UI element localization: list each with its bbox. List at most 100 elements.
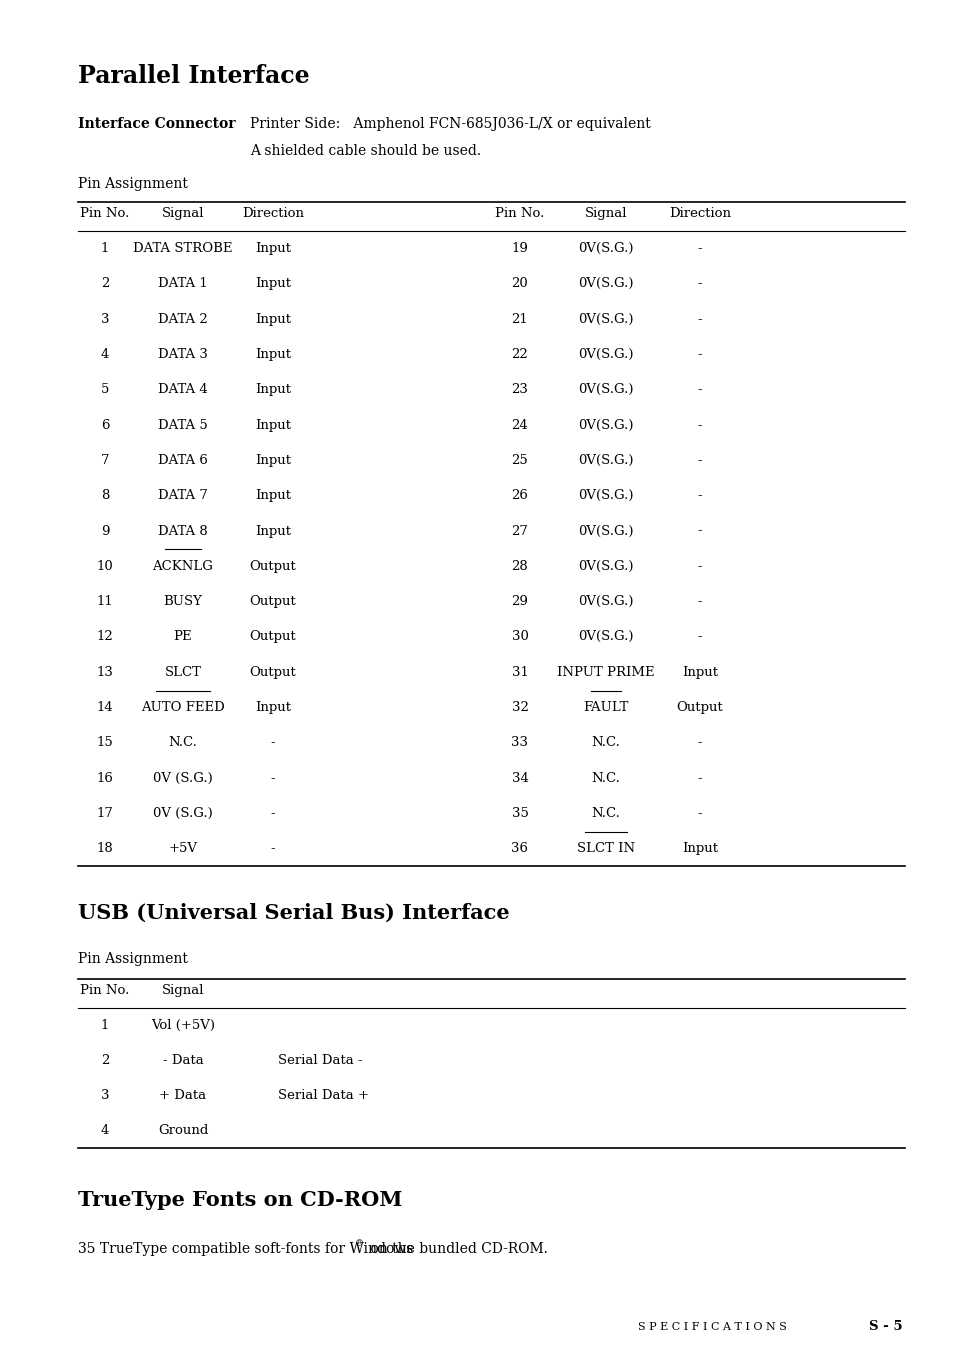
- Text: Pin No.: Pin No.: [80, 207, 130, 220]
- Text: 0V (S.G.): 0V (S.G.): [153, 772, 213, 784]
- Text: -: -: [697, 277, 701, 291]
- Text: Interface Connector: Interface Connector: [78, 118, 235, 131]
- Text: ®: ®: [355, 1240, 363, 1248]
- Text: 0V(S.G.): 0V(S.G.): [578, 312, 633, 326]
- Text: 0V(S.G.): 0V(S.G.): [578, 347, 633, 361]
- Text: 15: 15: [96, 737, 113, 749]
- Text: Input: Input: [254, 312, 291, 326]
- Text: -: -: [271, 842, 275, 856]
- Text: N.C.: N.C.: [591, 772, 619, 784]
- Text: -: -: [697, 384, 701, 396]
- Text: 24: 24: [511, 419, 528, 431]
- Text: Output: Output: [250, 665, 296, 679]
- Text: 0V(S.G.): 0V(S.G.): [578, 525, 633, 538]
- Text: PE: PE: [173, 630, 193, 644]
- Text: -: -: [697, 454, 701, 466]
- Text: Output: Output: [250, 560, 296, 573]
- Text: 0V(S.G.): 0V(S.G.): [578, 242, 633, 256]
- Text: Input: Input: [254, 347, 291, 361]
- Text: Pin Assignment: Pin Assignment: [78, 177, 188, 191]
- Text: -: -: [271, 807, 275, 819]
- Text: SLCT IN: SLCT IN: [577, 842, 635, 856]
- Text: -: -: [271, 737, 275, 749]
- Text: 6: 6: [101, 419, 110, 431]
- Text: N.C.: N.C.: [591, 737, 619, 749]
- Text: - Data: - Data: [162, 1055, 203, 1067]
- Text: 10: 10: [96, 560, 113, 573]
- Text: 19: 19: [511, 242, 528, 256]
- Text: 25: 25: [511, 454, 528, 466]
- Text: -: -: [697, 772, 701, 784]
- Text: 22: 22: [511, 347, 528, 361]
- Text: -: -: [697, 807, 701, 819]
- Text: Signal: Signal: [584, 207, 626, 220]
- Text: 27: 27: [511, 525, 528, 538]
- Text: 18: 18: [96, 842, 113, 856]
- Text: + Data: + Data: [159, 1090, 207, 1102]
- Text: DATA 1: DATA 1: [158, 277, 208, 291]
- Text: 7: 7: [101, 454, 110, 466]
- Text: Ground: Ground: [157, 1125, 208, 1137]
- Text: -: -: [697, 242, 701, 256]
- Text: 1: 1: [101, 242, 109, 256]
- Text: Serial Data -: Serial Data -: [277, 1055, 362, 1067]
- Text: DATA 6: DATA 6: [158, 454, 208, 466]
- Text: -: -: [697, 595, 701, 608]
- Text: 28: 28: [511, 560, 528, 573]
- Text: on the bundled CD-ROM.: on the bundled CD-ROM.: [366, 1242, 548, 1256]
- Text: -: -: [697, 347, 701, 361]
- Text: 29: 29: [511, 595, 528, 608]
- Text: N.C.: N.C.: [591, 807, 619, 819]
- Text: Input: Input: [254, 489, 291, 502]
- Text: -: -: [697, 525, 701, 538]
- Text: N.C.: N.C.: [169, 737, 197, 749]
- Text: 4: 4: [101, 1125, 109, 1137]
- Text: Serial Data +: Serial Data +: [277, 1090, 369, 1102]
- Text: -: -: [697, 560, 701, 573]
- Text: Input: Input: [681, 665, 718, 679]
- Text: 3: 3: [101, 312, 110, 326]
- Text: Input: Input: [254, 277, 291, 291]
- Text: Printer Side:   Amphenol FCN-685J036-L/X or equivalent: Printer Side: Amphenol FCN-685J036-L/X o…: [250, 118, 650, 131]
- Text: Input: Input: [681, 842, 718, 856]
- Text: Signal: Signal: [162, 207, 204, 220]
- Text: DATA 3: DATA 3: [158, 347, 208, 361]
- Text: FAULT: FAULT: [582, 702, 628, 714]
- Text: 36: 36: [511, 842, 528, 856]
- Text: 0V(S.G.): 0V(S.G.): [578, 277, 633, 291]
- Text: AUTO FEED: AUTO FEED: [141, 702, 225, 714]
- Text: 34: 34: [511, 772, 528, 784]
- Text: Input: Input: [254, 454, 291, 466]
- Text: 0V (S.G.): 0V (S.G.): [153, 807, 213, 819]
- Text: DATA 8: DATA 8: [158, 525, 208, 538]
- Text: -: -: [271, 772, 275, 784]
- Text: A shielded cable should be used.: A shielded cable should be used.: [250, 145, 480, 158]
- Text: 0V(S.G.): 0V(S.G.): [578, 595, 633, 608]
- Text: 21: 21: [511, 312, 528, 326]
- Text: S - 5: S - 5: [868, 1321, 902, 1333]
- Text: Parallel Interface: Parallel Interface: [78, 64, 310, 88]
- Text: -: -: [697, 312, 701, 326]
- Text: DATA 2: DATA 2: [158, 312, 208, 326]
- Text: 0V(S.G.): 0V(S.G.): [578, 560, 633, 573]
- Text: 35 TrueType compatible soft-fonts for Windows: 35 TrueType compatible soft-fonts for Wi…: [78, 1242, 413, 1256]
- Text: ACKNLG: ACKNLG: [152, 560, 213, 573]
- Text: 2: 2: [101, 277, 109, 291]
- Text: +5V: +5V: [169, 842, 197, 856]
- Text: 0V(S.G.): 0V(S.G.): [578, 454, 633, 466]
- Text: 26: 26: [511, 489, 528, 502]
- Text: 1: 1: [101, 1019, 109, 1033]
- Text: -: -: [697, 737, 701, 749]
- Text: USB (Universal Serial Bus) Interface: USB (Universal Serial Bus) Interface: [78, 902, 509, 922]
- Text: 0V(S.G.): 0V(S.G.): [578, 489, 633, 502]
- Text: 8: 8: [101, 489, 109, 502]
- Text: 0V(S.G.): 0V(S.G.): [578, 384, 633, 396]
- Text: Input: Input: [254, 384, 291, 396]
- Text: 11: 11: [96, 595, 113, 608]
- Text: 0V(S.G.): 0V(S.G.): [578, 419, 633, 431]
- Text: 20: 20: [511, 277, 528, 291]
- Text: INPUT PRIME: INPUT PRIME: [557, 665, 654, 679]
- Text: SLCT: SLCT: [164, 665, 201, 679]
- Text: 35: 35: [511, 807, 528, 819]
- Text: TrueType Fonts on CD-ROM: TrueType Fonts on CD-ROM: [78, 1190, 402, 1210]
